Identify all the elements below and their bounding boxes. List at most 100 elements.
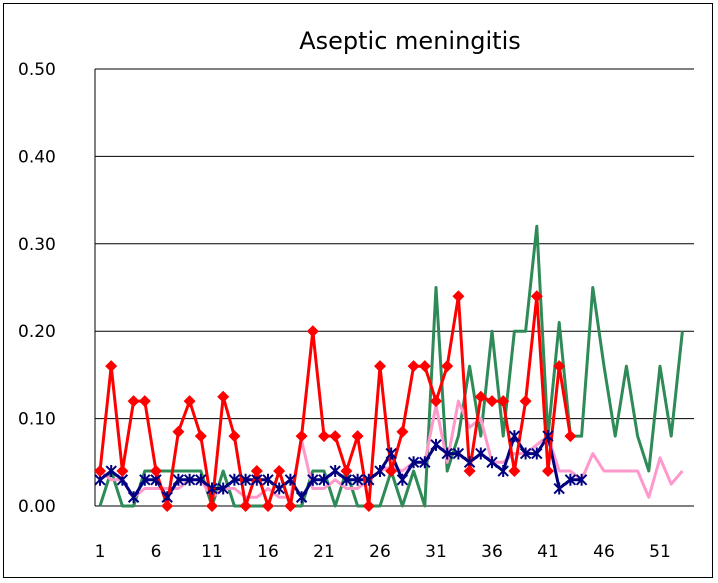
data-point (351, 430, 364, 443)
data-point (172, 425, 185, 438)
data-point (183, 473, 196, 486)
x-tick-label: 51 (649, 542, 671, 562)
data-point (407, 360, 420, 373)
x-tick-label: 41 (537, 542, 559, 562)
data-point (508, 430, 521, 443)
x-tick-label: 21 (313, 542, 335, 562)
data-point (396, 473, 409, 486)
data-point (284, 473, 297, 486)
data-point (362, 500, 375, 512)
data-point (419, 456, 431, 469)
x-tick-label: 31 (425, 542, 447, 562)
data-point (318, 430, 330, 443)
data-point (329, 430, 342, 443)
x-tick-label: 36 (481, 542, 503, 562)
data-point (385, 447, 397, 460)
data-point (306, 325, 319, 338)
data-point (273, 482, 285, 495)
data-point (105, 465, 117, 478)
data-point (542, 465, 554, 478)
data-point (474, 390, 487, 403)
data-point (575, 473, 588, 486)
data-point (329, 465, 341, 478)
data-point (183, 395, 196, 408)
data-point (217, 482, 229, 495)
data-point (127, 491, 140, 504)
data-point (497, 395, 510, 408)
chart-title: Aseptic meningitis (299, 27, 521, 55)
data-point (363, 473, 375, 486)
data-point (206, 482, 218, 495)
data-point (564, 430, 577, 443)
data-point (295, 430, 308, 443)
series-lines (98, 224, 684, 508)
x-tick-label: 46 (593, 542, 615, 562)
data-point (307, 473, 319, 486)
data-point (262, 500, 274, 512)
data-point (228, 430, 241, 443)
y-tick-label: 0.20 (18, 322, 56, 342)
data-point (418, 360, 431, 373)
data-point (273, 465, 286, 478)
data-point (508, 465, 521, 478)
data-point (139, 473, 151, 486)
axes (94, 69, 694, 507)
y-tick-labels: 0.00 0.10 0.20 0.30 0.40 0.50 (18, 60, 56, 517)
data-point (530, 290, 543, 303)
data-point (340, 465, 353, 478)
data-point (217, 390, 230, 403)
data-point (374, 360, 386, 373)
data-point (127, 395, 140, 408)
y-tick-label: 0.10 (18, 410, 56, 430)
data-point (94, 465, 106, 478)
data-point (161, 500, 174, 512)
x-tick-label: 1 (95, 542, 106, 562)
data-point (194, 430, 207, 443)
data-point (351, 473, 364, 486)
y-tick-label: 0.40 (18, 147, 56, 167)
y-tick-label: 0.00 (18, 497, 56, 517)
data-point (150, 465, 162, 478)
data-point (475, 447, 487, 460)
data-point (497, 465, 509, 478)
series-markers (94, 290, 588, 512)
data-point (553, 360, 566, 373)
data-point (519, 395, 532, 408)
data-point (374, 465, 386, 478)
data-point (239, 500, 252, 512)
data-point (553, 482, 565, 495)
data-point (542, 430, 554, 443)
data-point (396, 425, 409, 438)
data-point (250, 465, 263, 478)
data-point (564, 473, 577, 486)
data-point (105, 360, 118, 373)
data-point (463, 465, 476, 478)
data-point (138, 395, 151, 408)
data-point (318, 473, 330, 486)
y-tick-label: 0.30 (18, 235, 56, 255)
x-tick-label: 11 (201, 542, 223, 562)
data-point (239, 473, 252, 486)
data-point (430, 438, 442, 451)
y-tick-label: 0.50 (18, 60, 56, 80)
x-tick-label: 26 (369, 542, 391, 562)
data-point (407, 456, 420, 469)
data-point (531, 447, 543, 460)
data-point (116, 465, 129, 478)
data-point (284, 500, 297, 512)
data-point (486, 456, 498, 469)
data-point (385, 465, 398, 478)
x-tick-labels: 1 6 11 16 21 26 31 36 41 46 51 (95, 542, 671, 562)
data-point (452, 290, 465, 303)
data-point (430, 395, 442, 408)
data-point (195, 473, 207, 486)
x-tick-label: 16 (257, 542, 279, 562)
data-point (452, 447, 465, 460)
data-point (206, 500, 218, 512)
data-point (262, 473, 274, 486)
data-point (441, 360, 454, 373)
x-tick-label: 6 (151, 542, 162, 562)
data-point (486, 395, 498, 408)
data-point (228, 473, 241, 486)
